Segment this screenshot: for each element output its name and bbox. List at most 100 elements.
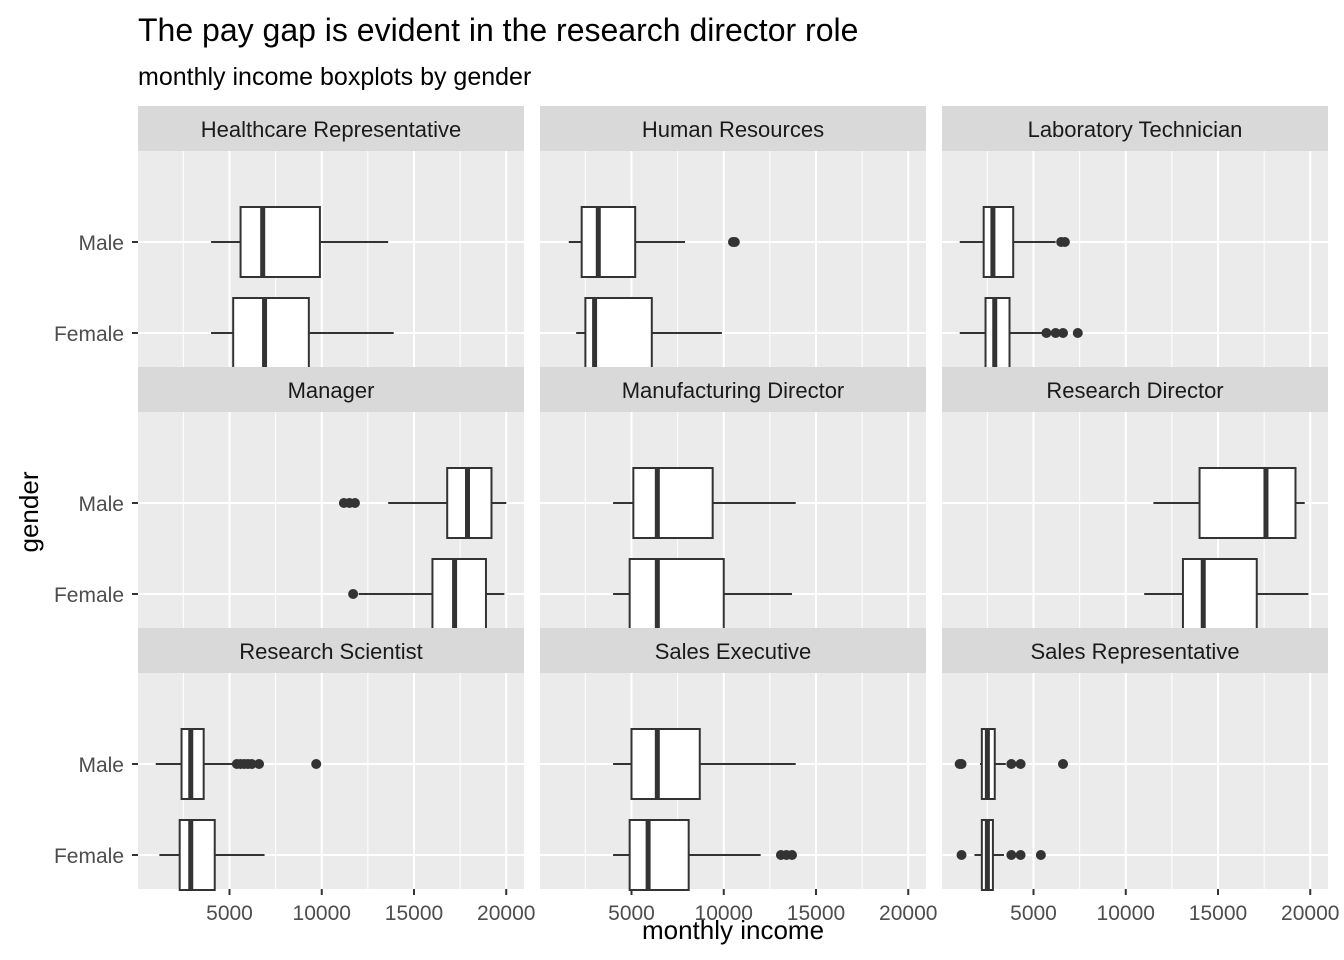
x-tick-label: 20000 <box>477 902 535 925</box>
box-male <box>568 206 740 278</box>
x-tick-label: 15000 <box>1189 902 1247 925</box>
outlier-point <box>1006 759 1017 769</box>
box-male <box>959 206 1070 278</box>
box-iqr <box>239 206 321 278</box>
facet-strip <box>942 367 1328 412</box>
box-iqr <box>628 558 725 630</box>
facet-panel-manager: Manager Male Female <box>54 367 524 630</box>
facet-strip <box>138 367 524 412</box>
facet-panel-healthcare-representative: Healthcare Representative Male Female <box>54 106 524 369</box>
box-iqr <box>431 558 487 630</box>
x-tick-label: 15000 <box>385 902 443 925</box>
facet-strip <box>540 367 926 412</box>
box-female <box>613 819 798 891</box>
box-iqr <box>580 206 637 278</box>
outlier-point <box>956 759 967 769</box>
box-iqr <box>984 297 1011 369</box>
outlier-point <box>1006 850 1017 860</box>
box-female <box>211 297 394 369</box>
facet-strip-label: Research Director <box>1046 378 1223 403</box>
outlier-point <box>1058 759 1069 769</box>
box-female <box>613 558 793 630</box>
box-iqr <box>1198 467 1297 539</box>
panel-background <box>138 151 524 367</box>
x-tick-label: 15000 <box>787 902 845 925</box>
box-male <box>613 728 796 800</box>
outlier-point <box>1015 850 1026 860</box>
facet-strip-label: Sales Executive <box>655 639 812 664</box>
y-tick-label: Male <box>78 493 124 516</box>
outlier-point <box>1050 328 1061 338</box>
facet-panel-manufacturing-director: Manufacturing Director <box>540 367 926 630</box>
facet-strip-label: Manager <box>288 378 375 403</box>
facet-panels: Healthcare Representative Male Female Human… <box>54 106 1339 925</box>
facet-panel-sales-executive: Sales Executive 5000 10000 15000 20000 <box>540 628 937 925</box>
box-iqr <box>1181 558 1258 630</box>
chart-subtitle: monthly income boxplots by gender <box>138 63 531 91</box>
x-tick-label: 5000 <box>206 902 253 925</box>
outlier-point <box>956 850 967 860</box>
y-tick-label: Female <box>54 845 124 868</box>
y-tick-label: Female <box>54 323 124 346</box>
box-iqr <box>628 819 690 891</box>
outlier-point <box>1015 759 1026 769</box>
y-tick-label: Female <box>54 584 124 607</box>
box-male <box>211 206 389 278</box>
y-tick-label: Male <box>78 754 124 777</box>
facet-strip-label: Research Scientist <box>239 639 422 664</box>
panel-background <box>942 673 1328 889</box>
panel-background <box>540 412 926 628</box>
outlier-point <box>349 498 360 508</box>
box-female <box>576 297 722 369</box>
x-tick-label: 20000 <box>879 902 937 925</box>
box-iqr <box>630 728 701 800</box>
outlier-point <box>729 237 740 247</box>
x-axis-title: monthly income <box>642 915 824 945</box>
chart-title: The pay gap is evident in the research d… <box>138 12 858 48</box>
facet-panel-research-scientist: Research Scientist Male Female 5000 10000 150… <box>54 628 535 925</box>
box-iqr <box>178 819 216 891</box>
facet-strip-label: Sales Representative <box>1030 639 1239 664</box>
facet-strip-label: Laboratory Technician <box>1028 117 1243 142</box>
outlier-point <box>1072 328 1083 338</box>
box-male <box>338 467 507 539</box>
outlier-point <box>254 759 265 769</box>
box-male <box>613 467 796 539</box>
box-iqr <box>632 467 714 539</box>
x-tick-label: 10000 <box>695 902 753 925</box>
facet-strip-label: Healthcare Representative <box>201 117 461 142</box>
facet-strip <box>138 106 524 151</box>
x-tick-label: 5000 <box>1010 902 1057 925</box>
y-tick-label: Male <box>78 232 124 255</box>
facet-strip-label: Human Resources <box>642 117 824 142</box>
facet-panel-research-director: Research Director <box>942 367 1328 630</box>
box-female <box>159 819 265 891</box>
x-tick-label: 10000 <box>293 902 351 925</box>
facet-strip <box>540 628 926 673</box>
box-male <box>1153 467 1305 539</box>
outlier-point <box>1035 850 1046 860</box>
facet-strip-label: Manufacturing Director <box>622 378 845 403</box>
facet-strip <box>942 106 1328 151</box>
x-tick-label: 20000 <box>1281 902 1339 925</box>
panel-background <box>540 673 926 889</box>
facet-strip <box>540 106 926 151</box>
box-female <box>348 558 505 630</box>
facet-panel-human-resources: Human Resources <box>540 106 926 369</box>
x-tick-label: 5000 <box>608 902 655 925</box>
box-male <box>954 728 1069 800</box>
outlier-point <box>1059 237 1070 247</box>
y-axis-title: gender <box>14 471 44 552</box>
x-tick-label: 10000 <box>1097 902 1155 925</box>
outlier-point <box>1041 328 1052 338</box>
box-female <box>956 819 1046 891</box>
facet-panel-laboratory-technician: Laboratory Technician <box>942 106 1328 369</box>
outlier-point <box>311 759 322 769</box>
box-male <box>155 728 322 800</box>
box-female <box>959 297 1083 369</box>
outlier-point <box>1058 328 1069 338</box>
facet-strip <box>942 628 1328 673</box>
facet-strip <box>138 628 524 673</box>
outlier-point <box>787 850 798 860</box>
